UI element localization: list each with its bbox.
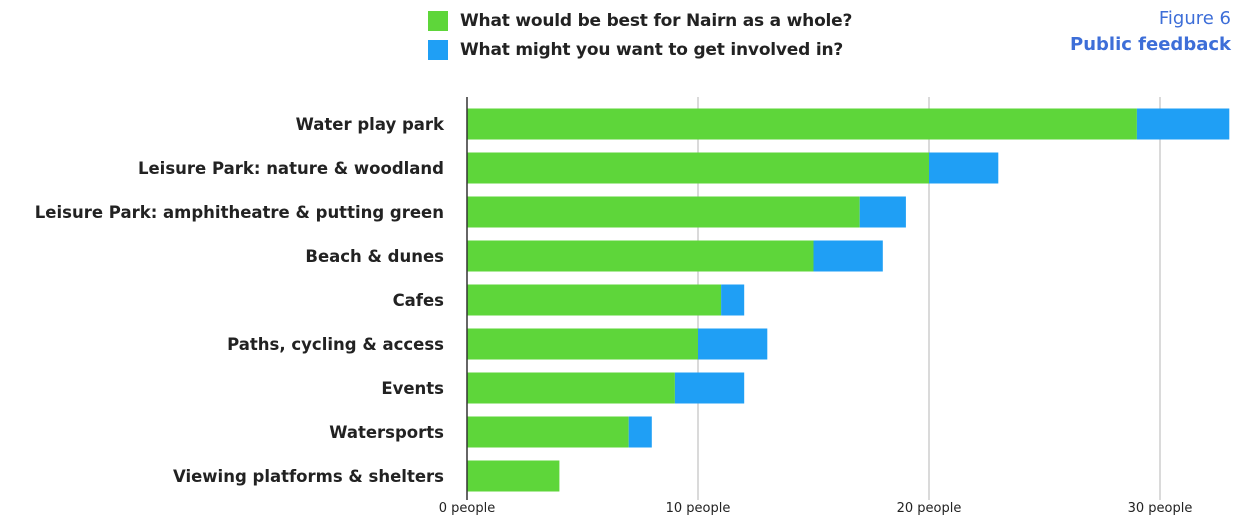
bar-best (467, 460, 560, 492)
bar-best (467, 372, 675, 404)
bar-involved (1136, 108, 1230, 140)
category-label: Leisure Park: amphitheatre & putting gre… (35, 203, 444, 222)
category-label: Events (381, 379, 444, 398)
category-label: Water play park (296, 115, 445, 134)
category-label: Viewing platforms & shelters (173, 467, 444, 486)
figure-title: Public feedback (1070, 34, 1231, 55)
x-tick-label: 10 people (666, 501, 731, 516)
bar-best (467, 240, 814, 272)
legend-item-best: What would be best for Nairn as a whole? (428, 6, 852, 35)
bar-best (467, 328, 698, 360)
figure-number: Figure 6 (1158, 8, 1231, 29)
x-tick-label: 30 people (1128, 501, 1193, 516)
legend-label-involved: What might you want to get involved in? (460, 39, 844, 60)
bar-involved (859, 196, 906, 228)
bar-best (467, 152, 929, 184)
bar-involved (813, 240, 883, 272)
bar-involved (698, 328, 768, 360)
x-tick-label: 0 people (439, 501, 495, 516)
bar-involved (674, 372, 745, 404)
bar-best (467, 416, 629, 448)
category-label: Cafes (393, 291, 445, 310)
bar-best (467, 108, 1137, 140)
bar-involved (628, 416, 652, 448)
legend-item-involved: What might you want to get involved in? (428, 35, 852, 64)
bar-best (467, 196, 860, 228)
category-label: Beach & dunes (305, 247, 444, 266)
bar-best (467, 284, 722, 316)
legend-swatch-best (428, 10, 448, 31)
category-label: Leisure Park: nature & woodland (138, 159, 444, 178)
x-tick-label: 20 people (897, 501, 962, 516)
category-label: Paths, cycling & access (227, 335, 444, 354)
legend-label-best: What would be best for Nairn as a whole? (460, 10, 853, 31)
figure-caption: Figure 6 Public feedback (1070, 6, 1231, 58)
bar-involved (929, 152, 999, 184)
legend: What would be best for Nairn as a whole?… (428, 6, 852, 64)
bar-involved (721, 284, 745, 316)
category-label: Watersports (329, 423, 444, 442)
legend-swatch-involved (428, 39, 448, 60)
